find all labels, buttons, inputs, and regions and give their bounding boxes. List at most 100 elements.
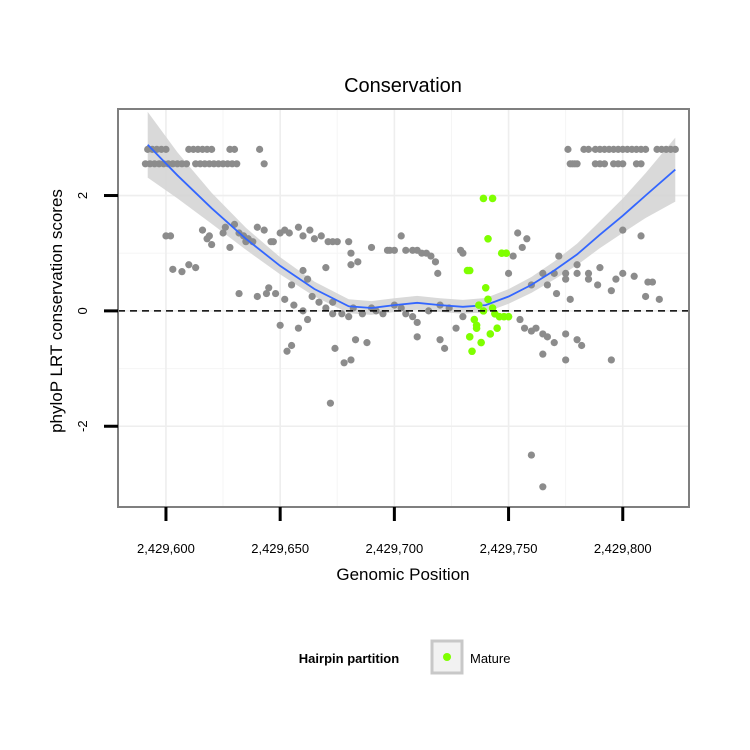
y-tick-label: 2 [75, 192, 90, 199]
data-point [276, 229, 284, 237]
data-point [347, 249, 355, 257]
data-point [600, 160, 609, 168]
data-point [607, 356, 615, 364]
data-point [294, 223, 303, 231]
data-point [539, 350, 547, 358]
data-point [564, 145, 572, 153]
data-point [642, 145, 650, 153]
data-point [637, 160, 645, 168]
data-point [306, 226, 314, 234]
data-point [347, 261, 355, 269]
data-point [329, 298, 337, 306]
data-point [354, 258, 362, 266]
data-point [331, 344, 339, 352]
x-tick-label: 2,429,800 [594, 541, 652, 556]
data-point [260, 226, 268, 234]
mature-data-point [486, 330, 495, 338]
data-point [516, 315, 524, 324]
y-tick-label: 0 [75, 307, 90, 314]
y-tick-label: -2 [75, 420, 90, 432]
mature-data-point [481, 284, 490, 292]
data-point [409, 313, 417, 321]
data-point [287, 341, 296, 350]
data-point [397, 232, 405, 240]
data-point [573, 336, 581, 344]
x-tick-label: 2,429,700 [365, 541, 423, 556]
data-point [509, 252, 517, 260]
smooth-confidence-ribbon [147, 111, 676, 315]
data-point [203, 235, 211, 243]
data-point [322, 264, 330, 272]
data-point [441, 344, 449, 352]
data-point [532, 324, 540, 332]
x-tick-label: 2,429,600 [137, 541, 195, 556]
data-point [578, 341, 586, 350]
data-point [347, 356, 355, 364]
data-point [539, 483, 547, 491]
data-point [518, 243, 526, 252]
mature-data-point [504, 312, 513, 321]
data-point [555, 252, 563, 260]
mature-data-point [493, 324, 501, 332]
data-point [596, 264, 604, 272]
data-point [413, 318, 421, 327]
data-point [367, 243, 376, 252]
data-point [162, 145, 170, 153]
data-point [562, 330, 570, 338]
mature-data-point [472, 324, 481, 332]
data-point [550, 339, 558, 347]
data-point [315, 298, 323, 306]
data-point [322, 304, 330, 312]
data-point [303, 315, 312, 324]
data-point [573, 269, 581, 277]
data-point [182, 160, 191, 168]
x-axis-title: Genomic Position [336, 565, 469, 584]
data-point [329, 310, 337, 318]
mature-data-point [488, 194, 497, 203]
data-point [543, 281, 551, 289]
data-point [178, 268, 186, 276]
data-point [285, 229, 293, 237]
data-point [436, 336, 444, 344]
mature-data-point [470, 315, 479, 324]
data-point [648, 278, 657, 286]
data-point [253, 223, 261, 231]
data-point [402, 310, 410, 318]
data-point [358, 310, 366, 318]
data-point [317, 232, 325, 240]
mature-data-point [484, 295, 492, 304]
data-point [271, 289, 280, 298]
plot-area: 2,429,600 2,429,650 2,429,700 2,429,750 2,42… [75, 108, 690, 556]
data-point [198, 226, 207, 234]
data-point [584, 275, 593, 283]
data-point [169, 265, 177, 273]
data-point [459, 313, 467, 321]
data-point [185, 261, 193, 269]
data-point [402, 246, 410, 254]
legend: Hairpin partition Mature [299, 639, 510, 675]
data-point [584, 145, 593, 153]
data-point [345, 238, 353, 246]
data-point [566, 295, 574, 303]
data-point [452, 324, 460, 332]
mature-data-point [488, 304, 497, 312]
data-point [612, 275, 620, 283]
data-point [543, 333, 551, 341]
data-point [637, 232, 645, 240]
data-point [527, 451, 536, 459]
data-point [630, 272, 638, 280]
data-point [310, 235, 319, 243]
data-point [276, 321, 284, 329]
x-tick-label: 2,429,650 [251, 541, 309, 556]
data-point [594, 281, 602, 289]
data-point [573, 261, 581, 269]
legend-label-mature: Mature [470, 651, 510, 666]
data-point [539, 269, 547, 277]
data-point [265, 284, 273, 292]
data-point [166, 232, 175, 240]
x-tick-label: 2,429,750 [480, 541, 538, 556]
data-point [655, 295, 663, 303]
data-point [390, 246, 398, 254]
data-point [303, 275, 312, 283]
